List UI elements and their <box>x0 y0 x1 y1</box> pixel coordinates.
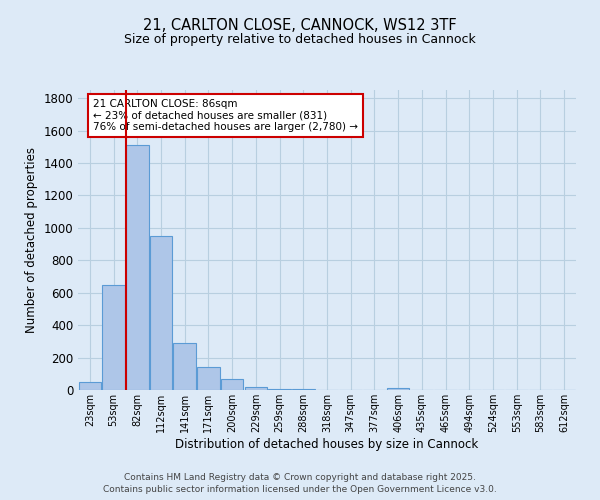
Y-axis label: Number of detached properties: Number of detached properties <box>25 147 38 333</box>
X-axis label: Distribution of detached houses by size in Cannock: Distribution of detached houses by size … <box>175 438 479 450</box>
Text: 21, CARLTON CLOSE, CANNOCK, WS12 3TF: 21, CARLTON CLOSE, CANNOCK, WS12 3TF <box>143 18 457 32</box>
Text: Contains public sector information licensed under the Open Government Licence v3: Contains public sector information licen… <box>103 485 497 494</box>
Bar <box>245 387 267 390</box>
Bar <box>268 388 291 390</box>
Bar <box>150 236 172 390</box>
Bar <box>197 368 220 390</box>
Bar <box>387 388 409 390</box>
Text: Contains HM Land Registry data © Crown copyright and database right 2025.: Contains HM Land Registry data © Crown c… <box>124 472 476 482</box>
Bar <box>126 145 149 390</box>
Bar <box>79 382 101 390</box>
Text: Size of property relative to detached houses in Cannock: Size of property relative to detached ho… <box>124 32 476 46</box>
Text: 21 CARLTON CLOSE: 86sqm
← 23% of detached houses are smaller (831)
76% of semi-d: 21 CARLTON CLOSE: 86sqm ← 23% of detache… <box>93 99 358 132</box>
Bar <box>103 284 125 390</box>
Bar <box>173 343 196 390</box>
Bar <box>221 380 244 390</box>
